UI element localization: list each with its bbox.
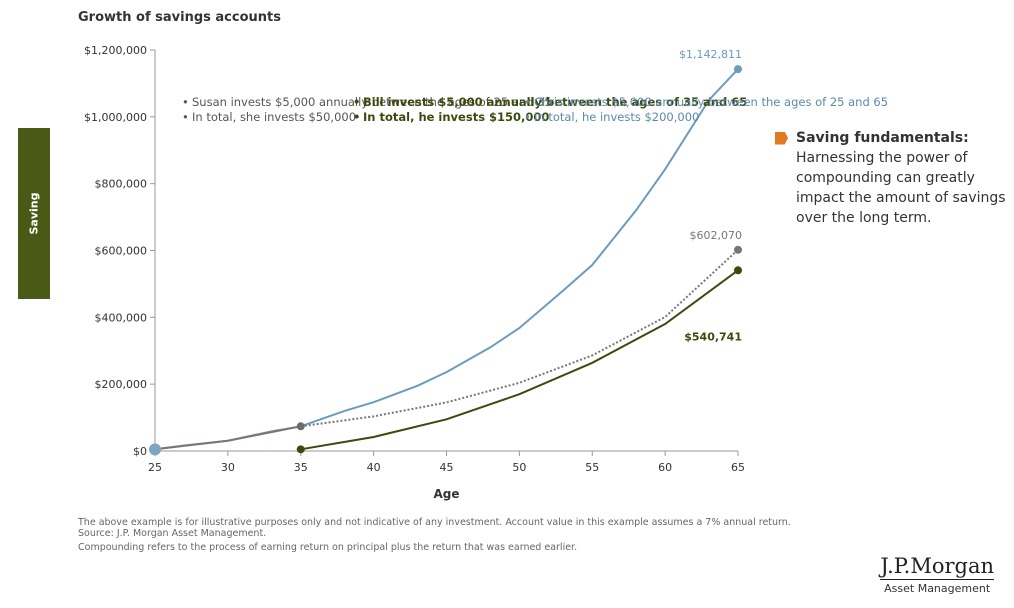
annotation-chris-line-1: Chris invests $5,000 annually between th… (534, 95, 889, 109)
annotation-susan-line-1: Susan invests $5,000 annually between th… (192, 95, 552, 109)
x-tick-label: 35 (294, 461, 308, 474)
susan-stop-marker (296, 422, 305, 431)
footnote-disclaimer: The above example is for illustrative pu… (78, 517, 791, 539)
annotation-chris-line-2: In total, he invests $200,000 (534, 110, 700, 124)
fundamentals-body: Harnessing the power of compounding can … (796, 150, 1006, 226)
jpmorgan-logo: J.P.Morgan Asset Management (880, 554, 994, 595)
y-tick-label: $0 (133, 445, 147, 458)
x-tick-label: 50 (512, 461, 526, 474)
flag-icon (775, 131, 788, 145)
footnote-line-2: Source: J.P. Morgan Asset Management. (78, 528, 267, 539)
series-line-chris (154, 68, 739, 451)
logo-name: J.P.Morgan (880, 554, 994, 580)
x-axis-title: Age (433, 487, 459, 501)
logo-subtitle: Asset Management (884, 582, 991, 595)
y-tick-label: $800,000 (95, 178, 148, 191)
annotation-chris: • Chris invests $5,000 annually between t… (524, 95, 889, 124)
chart-markers: $1,142,811 $602,070 $540,741 (149, 48, 743, 456)
end-label-bill: $540,741 (684, 330, 742, 343)
chart-lines (154, 68, 739, 451)
x-tick-label: 60 (658, 461, 672, 474)
series-line-susan-dotted (300, 249, 739, 428)
chart-title: Growth of savings accounts (78, 10, 281, 25)
annotation-bill-line-2: In total, he invests $150,000 (363, 110, 550, 124)
x-tick-label: 25 (148, 461, 162, 474)
bill-start-marker (296, 445, 305, 454)
fundamentals-heading: Saving fundamentals: (796, 130, 969, 146)
end-point-bill (734, 266, 742, 275)
y-tick-label: $400,000 (95, 311, 148, 324)
line-chart: $0 $200,000 $400,000 $600,000 $800,000 $1,000… (84, 44, 745, 501)
saving-fundamentals: Saving fundamentals: Harnessing the powe… (775, 128, 1010, 228)
footnote-compounding: Compounding refers to the process of ear… (78, 542, 578, 553)
footnotes: The above example is for illustrative pu… (78, 517, 791, 556)
footnote-line-1: The above example is for illustrative pu… (78, 517, 791, 528)
annotation-susan: • Susan invests $5,000 annually between t… (182, 95, 552, 124)
side-tab: Saving (18, 128, 50, 299)
annotation-bill-line-1: Bill invests $5,000 annually between the… (363, 95, 748, 109)
x-tick-label: 45 (440, 461, 454, 474)
annotation-susan-line-2: In total, she invests $50,000 (192, 110, 357, 124)
end-point-chris (734, 65, 742, 74)
x-tick-label: 55 (585, 461, 599, 474)
series-line-susan-solid (154, 425, 301, 451)
end-point-susan (734, 245, 742, 254)
y-tick-label: $1,000,000 (84, 111, 147, 124)
annotation-bill: • Bill invests $5,000 annually between th… (353, 95, 748, 124)
end-label-chris: $1,142,811 (679, 48, 742, 61)
series-line-bill (300, 269, 739, 451)
end-label-susan: $602,070 (690, 229, 743, 242)
start-point-marker (149, 443, 161, 456)
x-tick-label: 40 (367, 461, 381, 474)
chart-axes: $0 $200,000 $400,000 $600,000 $800,000 $1,000… (84, 44, 745, 501)
y-tick-label: $600,000 (95, 245, 148, 258)
y-tick-label: $200,000 (95, 378, 148, 391)
x-tick-label: 65 (731, 461, 745, 474)
x-tick-label: 30 (221, 461, 235, 474)
y-tick-label: $1,200,000 (84, 44, 147, 57)
